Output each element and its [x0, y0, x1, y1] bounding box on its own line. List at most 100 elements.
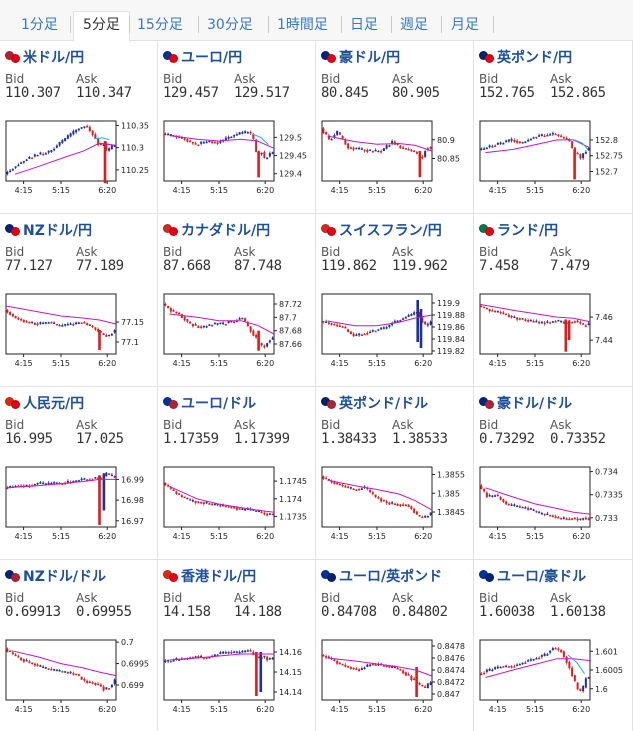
candle-up: [50, 150, 53, 153]
pair-title-link[interactable]: 英ポンド/ドル: [321, 393, 428, 413]
candle-down: [94, 134, 97, 139]
y-tick-label: 129.4: [279, 170, 302, 179]
tab-5min[interactable]: 5分足: [73, 11, 130, 42]
candle-up: [327, 656, 330, 659]
candle-up: [72, 130, 75, 135]
pair-title-link[interactable]: 米ドル/円: [5, 47, 84, 67]
candle-down: [366, 333, 369, 335]
tab-30min[interactable]: 30分足: [207, 17, 253, 33]
tab-1min[interactable]: 1分足: [21, 17, 58, 33]
candle-down: [565, 137, 568, 140]
x-tick-label: 4:15: [173, 186, 191, 195]
pair-title-link[interactable]: ユーロ/円: [163, 47, 242, 67]
tab-15min[interactable]: 15分足: [137, 17, 183, 33]
pair-title-link[interactable]: スイスフラン/円: [321, 220, 442, 240]
chart-frame: [163, 466, 275, 528]
mini-candlestick-chart[interactable]: 119.9 119.88 119.86 119.84 119.82 4:15 5:15 6:2…: [320, 291, 472, 369]
currency-flags-icon: [321, 397, 338, 409]
candle-down: [338, 325, 341, 327]
candle-up: [543, 653, 546, 656]
tab-weekly[interactable]: 週足: [400, 17, 428, 33]
candle-down: [396, 143, 399, 146]
candle-up: [241, 317, 244, 320]
candle-up: [47, 150, 50, 153]
quote-currency-flag-icon: [327, 54, 336, 63]
candle-up: [513, 504, 516, 506]
bid-value: 80.845: [321, 85, 369, 101]
candle-down: [499, 497, 502, 500]
candle-down: [355, 668, 358, 670]
pair-name: ユーロ/英ポンド: [339, 569, 443, 585]
pair-title-link[interactable]: NZドル/ドル: [5, 566, 106, 586]
candle-down: [252, 134, 255, 140]
candle-up: [266, 343, 269, 347]
candle-up: [524, 141, 527, 144]
mini-candlestick-chart[interactable]: 0.7 0.6995 0.699 4:15 5:15 6:20: [4, 637, 156, 715]
candle-up: [426, 323, 429, 326]
mini-candlestick-chart[interactable]: 129.5 129.45 129.4 4:15 5:15 6:20: [162, 118, 314, 196]
tab-monthly[interactable]: 月足: [451, 17, 479, 33]
mini-candlestick-chart[interactable]: 7.46 7.44 4:15 5:15 6:20: [478, 291, 630, 369]
pair-title-link[interactable]: カナダドル/円: [163, 220, 270, 240]
candle-down: [183, 496, 186, 499]
pair-title-link[interactable]: 人民元/円: [5, 393, 84, 413]
bid-label: Bid: [321, 245, 341, 259]
pair-title-link[interactable]: ユーロ/英ポンド: [321, 566, 442, 586]
candle-down: [507, 503, 510, 506]
candle-down: [108, 473, 111, 475]
mini-candlestick-chart[interactable]: 80.9 80.85 4:15 5:15 6:20: [320, 118, 472, 196]
mini-candlestick-chart[interactable]: 1.1745 1.174 1.1735 4:15 5:15 6:20: [162, 464, 314, 542]
pair-title-link[interactable]: ユーロ/豪ドル: [479, 566, 586, 586]
mini-candlestick-chart[interactable]: 1.3855 1.385 1.3845 4:15 5:15 6:20: [320, 464, 472, 542]
tab-daily[interactable]: 日足: [350, 17, 378, 33]
candle-down: [399, 669, 402, 671]
candle-up: [413, 312, 416, 315]
mini-candlestick-chart[interactable]: 110.35 110.3 110.25 4:15 5:15 6:20: [4, 118, 156, 196]
candle-up: [582, 686, 585, 692]
candle-down: [344, 327, 347, 329]
bid-value: 0.69913: [5, 604, 61, 620]
moving-average-line: [485, 139, 591, 154]
mini-candlestick-chart[interactable]: 1.601 1.6005 1.6 4:15 5:15 6:20: [478, 637, 630, 715]
mini-candlestick-chart[interactable]: 77.15 77.1 4:15 5:15 6:20: [4, 291, 156, 369]
candle-down: [99, 684, 102, 687]
y-tick-label: 7.44: [595, 336, 613, 345]
candle-down: [396, 504, 399, 506]
x-tick-label: 4:15: [173, 359, 191, 368]
y-tick-label: 1.6005: [595, 666, 623, 675]
mini-candlestick-chart[interactable]: 87.72 87.7 87.68 87.66 4:15 5:15 6:20: [162, 291, 314, 369]
candle-up: [263, 655, 266, 658]
candle-down: [327, 322, 330, 324]
tab-1hour[interactable]: 1時間足: [277, 17, 328, 33]
mini-candlestick-chart[interactable]: 0.8478 0.8476 0.8474 0.8472 0.847 4:15 5:15 6:2…: [320, 637, 472, 715]
candle-up: [39, 152, 42, 155]
pair-title-link[interactable]: 豪ドル/円: [321, 47, 400, 67]
rate-cell-aud-jpy: 豪ドル/円 Bid Ask 80.845 80.905 80.9 80.85 4:15 5:15…: [316, 41, 474, 214]
candle-up: [11, 169, 14, 171]
x-tick-label: 6:20: [98, 359, 116, 368]
candle-down: [407, 504, 410, 508]
candle-down: [31, 157, 34, 160]
candle-down: [543, 322, 546, 325]
ask-label: Ask: [234, 245, 256, 259]
pair-title-link[interactable]: 香港ドル/円: [163, 566, 256, 586]
candle-up: [249, 508, 252, 511]
pair-title-link[interactable]: ランド/円: [479, 220, 558, 240]
pair-title-link[interactable]: 英ポンド/円: [479, 47, 572, 67]
candle-down: [413, 150, 416, 153]
candle-up: [330, 138, 333, 141]
mini-candlestick-chart[interactable]: 0.734 0.7335 0.733 4:15 5:15 6:20: [478, 464, 630, 542]
candle-down: [213, 141, 216, 144]
chart-frame: [163, 293, 275, 355]
pair-title-link[interactable]: NZドル/円: [5, 220, 92, 240]
candle-up: [496, 666, 499, 669]
mini-candlestick-chart[interactable]: 14.16 14.15 14.14 4:15 5:15 6:20: [162, 637, 314, 715]
candle-up: [260, 152, 263, 155]
mini-candlestick-chart[interactable]: 152.8 152.75 152.7 4:15 5:15 6:20: [478, 118, 630, 196]
candle-down: [255, 510, 258, 512]
pair-title-link[interactable]: 豪ドル/ドル: [479, 393, 572, 413]
mini-candlestick-chart[interactable]: 16.99 16.98 16.97 4:15 5:15 6:20: [4, 464, 156, 542]
pair-title-link[interactable]: ユーロ/ドル: [163, 393, 256, 413]
ask-value: 119.962: [392, 258, 448, 274]
candle-up: [529, 508, 532, 510]
